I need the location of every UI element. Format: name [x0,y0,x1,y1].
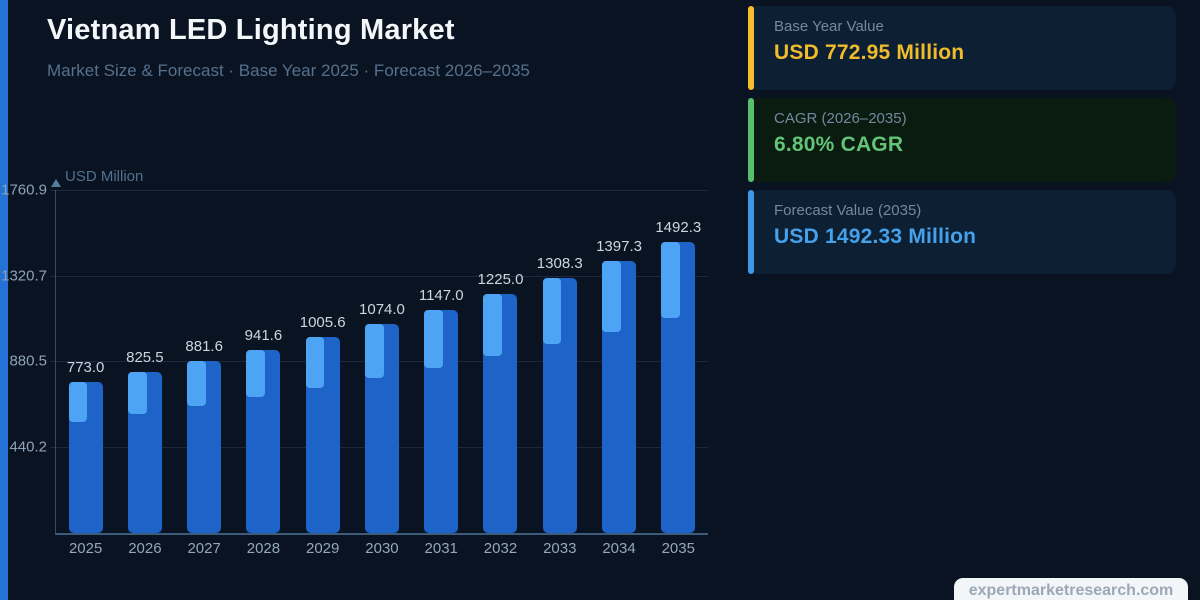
bar-2028: 941.6 [245,327,282,533]
grid-line [50,275,708,277]
bar-group-2034: 1397.3 [589,190,648,533]
x-tick-label: 2026 [128,540,162,557]
bar-group-2028: 941.6 [234,190,293,533]
bar-highlight [542,278,562,345]
stat-card-2: Forecast Value (2035) USD 1492.33 Million [748,190,1176,274]
bar-group-2031: 1147.0 [412,190,471,533]
x-tick-label: 2027 [187,540,221,557]
bar-highlight [424,309,443,368]
x-tick-label: 2028 [246,540,281,557]
bar-group-2035: 1492.3 [649,190,708,533]
bar-2025: 773.0 [67,359,104,533]
bar-2030: 1074.0 [359,301,405,533]
bar-highlight [483,294,503,357]
x-tick-label: 2030 [365,540,399,557]
bar-value-label: 825.5 [126,349,164,367]
bar-value-label: 1397.3 [596,237,642,255]
bar-value-label: 1308.3 [536,255,583,273]
bar-group-2030: 1074.0 [352,190,411,533]
bar-value-label: 1225.0 [477,271,524,289]
bar-chart: USD Million 440.2 880.5 1320.7 1760.9 773.0… [1,168,708,557]
bar-2027: 881.6 [185,338,223,533]
card-label: Base Year Value [774,18,884,35]
bar-group-2025: 773.0 [56,190,115,533]
bar-value-label: 1492.3 [655,219,702,237]
y-tick-label: 880.5 [9,352,47,370]
bar-2026: 825.5 [126,349,164,533]
bar-group-2032: 1225.0 [471,190,530,533]
bar-highlight [661,242,680,318]
card-value: USD 1492.33 Million [774,225,977,248]
bars-row: 773.0 825.5 881.6 941.6 1005.6 1074.0 1147.0 12… [56,190,708,533]
x-tick-label: 2032 [483,540,518,557]
bar-2032: 1225.0 [478,271,523,533]
bar-value-label: 773.0 [66,359,105,377]
bar-2034: 1397.3 [596,238,642,533]
card-label: CAGR (2026–2035) [774,110,907,127]
stat-card-0: Base Year Value USD 772.95 Million [748,6,1176,90]
card-accent-bar [748,98,754,182]
x-tick-label: 2035 [661,540,695,557]
x-axis-tick-labels: 2025 2026 2027 2028 2029 2030 2031 2032 2033 2034… [56,540,708,557]
bar-value-label: 1074.0 [359,300,405,318]
bar-group-2027: 881.6 [175,190,234,533]
bar-value-label: 1147.0 [418,286,464,304]
card-value: 6.80% CAGR [774,133,904,156]
bar-highlight [602,260,621,332]
bar-highlight [187,361,206,406]
bar-2033: 1308.3 [537,255,583,533]
left-accent-stripe [0,0,8,600]
bar-highlight [68,382,88,422]
x-tick-label: 2031 [424,540,458,557]
x-tick-label: 2025 [68,540,103,557]
bar-value-label: 941.6 [244,326,283,344]
y-axis-arrow-icon [50,179,61,187]
bar-value-label: 881.6 [185,338,223,356]
bar-group-2029: 1005.6 [293,190,352,533]
y-tick-label: 1760.9 [1,181,47,199]
bar-value-label: 1005.6 [299,314,346,332]
bar-group-2033: 1308.3 [530,190,589,533]
x-tick-label: 2034 [602,540,636,557]
bar-highlight [364,323,384,379]
watermark-text: expertmarketresearch.com [968,582,1174,599]
bar-2035: 1492.3 [655,219,701,533]
card-value: USD 772.95 Million [774,41,965,64]
card-accent-bar [748,6,754,90]
page-title: Vietnam LED Lighting Market [47,14,455,46]
y-tick-label: 1320.7 [1,267,47,285]
bar-group-2026: 825.5 [115,190,174,533]
bar-2029: 1005.6 [300,314,346,533]
stat-cards: Base Year Value USD 772.95 Million CAGR (2… [748,6,1176,274]
grid-line [50,190,708,191]
page-subtitle: Market Size & Forecast · Base Year 2025 … [47,61,530,80]
stat-card-1: CAGR (2026–2035) 6.80% CAGR [748,98,1176,182]
card-accent-bar [748,190,754,274]
bar-2031: 1147.0 [419,287,464,533]
x-tick-label: 2029 [306,540,340,557]
y-axis-title: USD Million [65,168,144,185]
bar-highlight [127,372,147,415]
watermark-badge: expertmarketresearch.com [954,578,1188,600]
x-tick-label: 2033 [543,540,577,557]
bar-highlight [305,337,325,389]
card-label: Forecast Value (2035) [774,202,922,219]
y-tick-label: 440.2 [9,438,47,456]
bar-highlight [246,349,266,398]
